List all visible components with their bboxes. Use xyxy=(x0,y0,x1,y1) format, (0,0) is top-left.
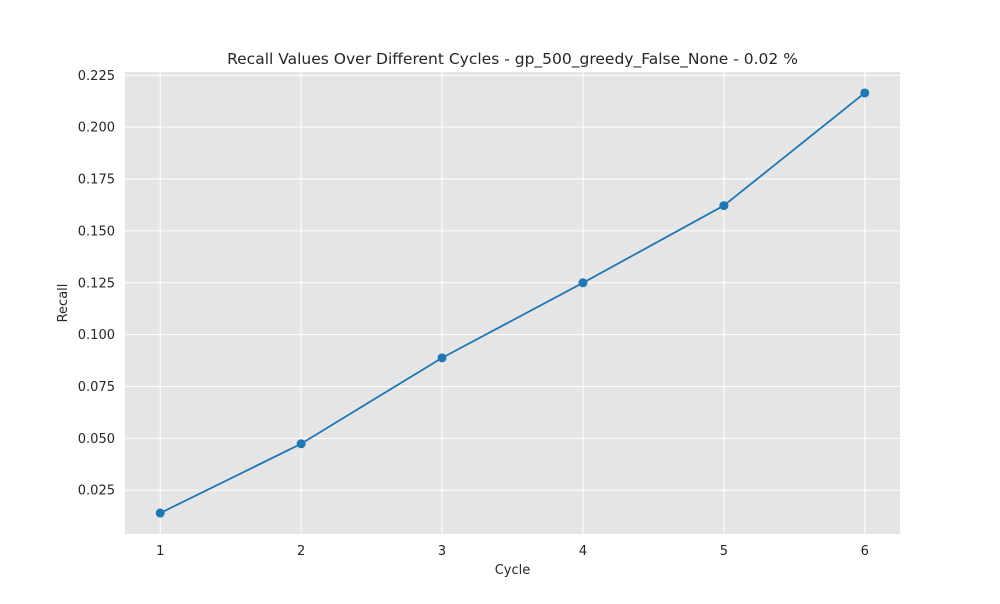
y-tick-label: 0.100 xyxy=(78,328,115,343)
x-tick-label: 2 xyxy=(297,544,305,559)
x-tick-label: 6 xyxy=(861,544,869,559)
plot-area xyxy=(125,72,900,534)
data-point xyxy=(578,278,588,288)
y-axis-ticks: 0.025 0.050 0.075 0.100 0.125 0.150 0.175 0.200… xyxy=(78,69,115,499)
x-axis-ticks: 1 2 3 4 5 6 xyxy=(156,544,869,559)
y-tick-label: 0.225 xyxy=(78,69,115,84)
y-tick-label: 0.050 xyxy=(78,432,115,447)
data-point xyxy=(719,201,729,211)
y-tick-label: 0.200 xyxy=(78,121,115,136)
x-tick-label: 4 xyxy=(579,544,587,559)
data-point xyxy=(155,508,165,518)
x-tick-label: 1 xyxy=(156,544,164,559)
data-point xyxy=(296,439,306,449)
y-axis-title: Recall xyxy=(56,284,71,323)
x-tick-label: 5 xyxy=(720,544,728,559)
data-point xyxy=(860,88,870,98)
y-tick-label: 0.025 xyxy=(78,484,115,499)
series-line xyxy=(159,92,866,514)
y-tick-label: 0.075 xyxy=(78,380,115,395)
grid xyxy=(125,72,900,534)
y-tick-label: 0.125 xyxy=(78,276,115,291)
chart-title: Recall Values Over Different Cycles - gp… xyxy=(227,50,798,69)
y-tick-label: 0.175 xyxy=(78,173,115,188)
y-tick-label: 0.150 xyxy=(78,224,115,239)
data-point xyxy=(437,353,447,363)
series-layer xyxy=(155,88,870,518)
x-axis-title: Cycle xyxy=(495,563,531,578)
x-tick-label: 3 xyxy=(438,544,446,559)
